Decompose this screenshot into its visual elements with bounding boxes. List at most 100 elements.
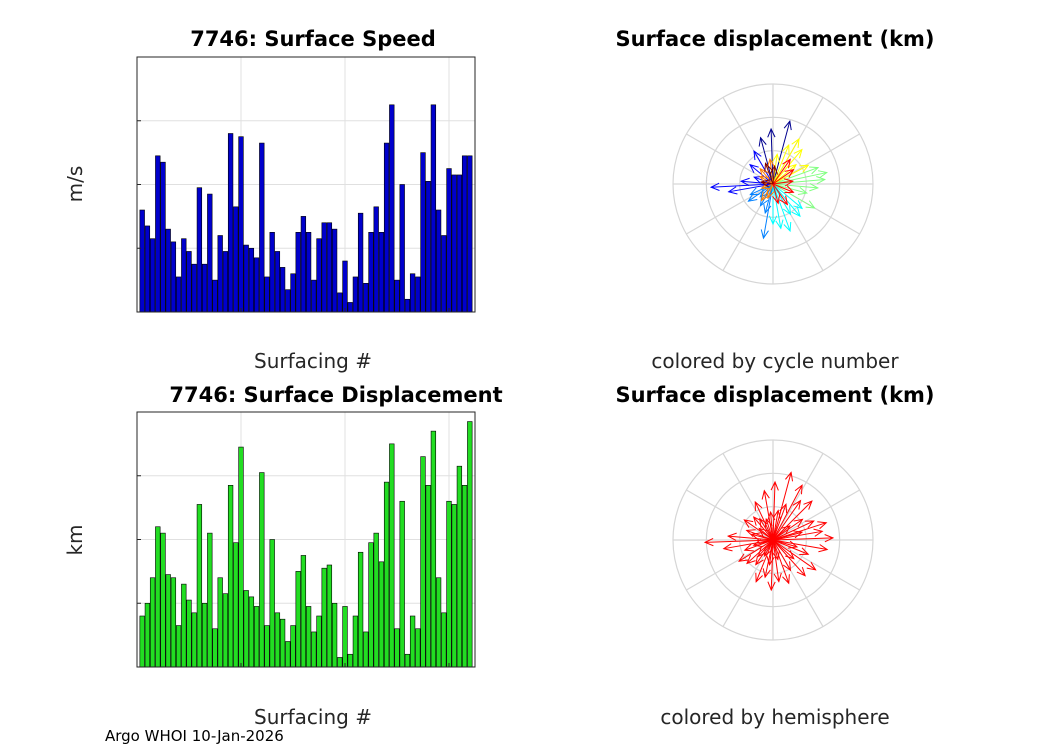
polar-hemisphere-arrow-head xyxy=(746,554,756,565)
speed-bar xyxy=(170,241,177,313)
polar-hemisphere-arrow-head xyxy=(770,480,779,491)
polar-cycle-arrow-shaft xyxy=(772,159,791,185)
speed-bar xyxy=(300,216,307,313)
polar-hemisphere-arrow-shaft xyxy=(772,539,816,571)
polar-cycle-title: Surface displacement (km) xyxy=(615,27,934,51)
speed-bar xyxy=(191,263,197,313)
polar-cycle-arrow xyxy=(772,183,781,205)
polar-cycle-spoke xyxy=(772,133,860,185)
polar-cycle-arrow-shaft xyxy=(759,168,774,185)
speed-bar xyxy=(316,238,322,313)
polar-cycle-spoke xyxy=(686,183,774,235)
speed-bar xyxy=(181,238,187,313)
speed-bar xyxy=(326,222,333,313)
polar-cycle-arrow xyxy=(772,170,828,185)
displacement-bar xyxy=(326,564,333,668)
displacement-bar xyxy=(155,526,161,668)
polar-cycle-arrow-shaft xyxy=(761,181,774,185)
polar-hemisphere-arrow-head xyxy=(799,547,810,556)
polar-hemisphere-arrow-head xyxy=(755,572,763,583)
polar-hemisphere-arrow-head xyxy=(745,529,756,538)
polar-cycle-arrow-head xyxy=(759,167,769,178)
speed-bar xyxy=(331,228,338,313)
polar-cycle-arrow xyxy=(758,136,774,185)
polar-hemisphere-arrow xyxy=(767,510,776,541)
speed-bar xyxy=(149,238,156,313)
polar-hemisphere-arrow-head xyxy=(779,503,788,514)
speed-bar xyxy=(290,273,296,313)
polar-hemisphere-arrow-head xyxy=(722,543,733,552)
polar-cycle-arrow-head xyxy=(760,181,771,190)
polar-cycle-arrow-shaft xyxy=(767,183,774,199)
polar-hemisphere-arrow-head xyxy=(817,521,828,530)
displacement-bar xyxy=(389,443,395,668)
speed-bar xyxy=(420,152,426,313)
polar-hemisphere-arrow xyxy=(772,539,817,571)
polar-cycle-arrow xyxy=(747,183,774,202)
displacement-bar xyxy=(321,567,327,668)
polar-hemisphere-arrow-head xyxy=(793,530,804,539)
speed-bar xyxy=(357,212,364,313)
polar-cycle-arrow-head xyxy=(781,143,790,155)
displacement-bar xyxy=(196,504,203,668)
surface-speed-xlabel: Surfacing # xyxy=(254,349,372,373)
polar-hemisphere-arrow-head xyxy=(726,532,737,541)
polar-cycle-arrow xyxy=(772,178,795,187)
polar-hemisphere-arrow xyxy=(767,539,776,592)
polar-hemisphere-arrow-shaft xyxy=(753,539,774,546)
polar-cycle-arrow-shaft xyxy=(772,180,793,185)
polar-cycle-arrow-head xyxy=(782,205,792,216)
polar-cycle-arrow-head xyxy=(784,178,795,187)
polar-cycle-arrow xyxy=(772,158,791,185)
polar-hemisphere-arrow xyxy=(772,509,781,541)
displacement-bar xyxy=(233,542,239,668)
polar-hemisphere-arrow-head xyxy=(703,537,714,547)
polar-cycle-arrow xyxy=(772,183,795,194)
polar-cycle-arrow-head xyxy=(793,148,803,159)
displacement-bar xyxy=(264,625,270,668)
polar-cycle-arrow xyxy=(772,183,792,216)
polar-cycle-arrow xyxy=(759,179,774,188)
polar-cycle-chart: Surface displacement (km) colored by cyc… xyxy=(615,27,934,373)
displacement-bar xyxy=(186,599,192,668)
polar-cycle-arrow-head xyxy=(784,185,795,194)
displacement-bar xyxy=(238,446,244,668)
polar-hemisphere-arrow-head xyxy=(763,546,772,557)
polar-cycle-arrow-head xyxy=(805,200,816,209)
polar-hemisphere-arrow-head xyxy=(757,547,767,558)
speed-bar xyxy=(285,289,291,313)
polar-hemisphere-arrow-shaft xyxy=(705,539,774,543)
speed-bar xyxy=(415,276,421,313)
speed-bar xyxy=(207,193,213,313)
polar-hemisphere-arrow-shaft xyxy=(772,539,790,584)
displacement-bar xyxy=(222,593,229,668)
polar-cycle-arrow xyxy=(767,127,776,185)
polar-hemisphere-arrow xyxy=(772,530,804,541)
speed-bar xyxy=(139,209,145,313)
displacement-bar xyxy=(191,612,197,668)
polar-cycle-arrow xyxy=(764,162,774,185)
displacement-bar xyxy=(295,571,301,668)
polar-cycle-arrow-shaft xyxy=(770,129,774,185)
polar-cycle-arrow-shaft xyxy=(772,144,790,185)
displacement-bar xyxy=(201,602,208,668)
polar-cycle-arrow xyxy=(772,183,792,233)
surface-speed-title: 7746: Surface Speed xyxy=(190,27,436,51)
polar-cycle-arrow-head xyxy=(784,168,795,178)
speed-bar xyxy=(201,263,208,313)
polar-hemisphere-title: Surface displacement (km) xyxy=(615,383,934,407)
polar-hemisphere-arrow-shaft xyxy=(738,539,774,562)
speed-bar xyxy=(321,222,327,313)
surface-speed-ylabel: m/s xyxy=(63,166,87,203)
polar-hemisphere-arrow xyxy=(772,539,790,585)
displacement-bar xyxy=(227,485,234,668)
polar-cycle-arrow-head xyxy=(817,170,828,179)
displacement-bar xyxy=(399,500,405,668)
displacement-bar xyxy=(451,504,457,668)
polar-cycle-arrow-head xyxy=(709,182,720,191)
polar-hemisphere-arrow-head xyxy=(752,539,763,548)
polar-hemisphere-arrow xyxy=(772,484,803,541)
displacement-bar xyxy=(383,481,390,668)
polar-cycle-arrow-head xyxy=(768,215,778,226)
